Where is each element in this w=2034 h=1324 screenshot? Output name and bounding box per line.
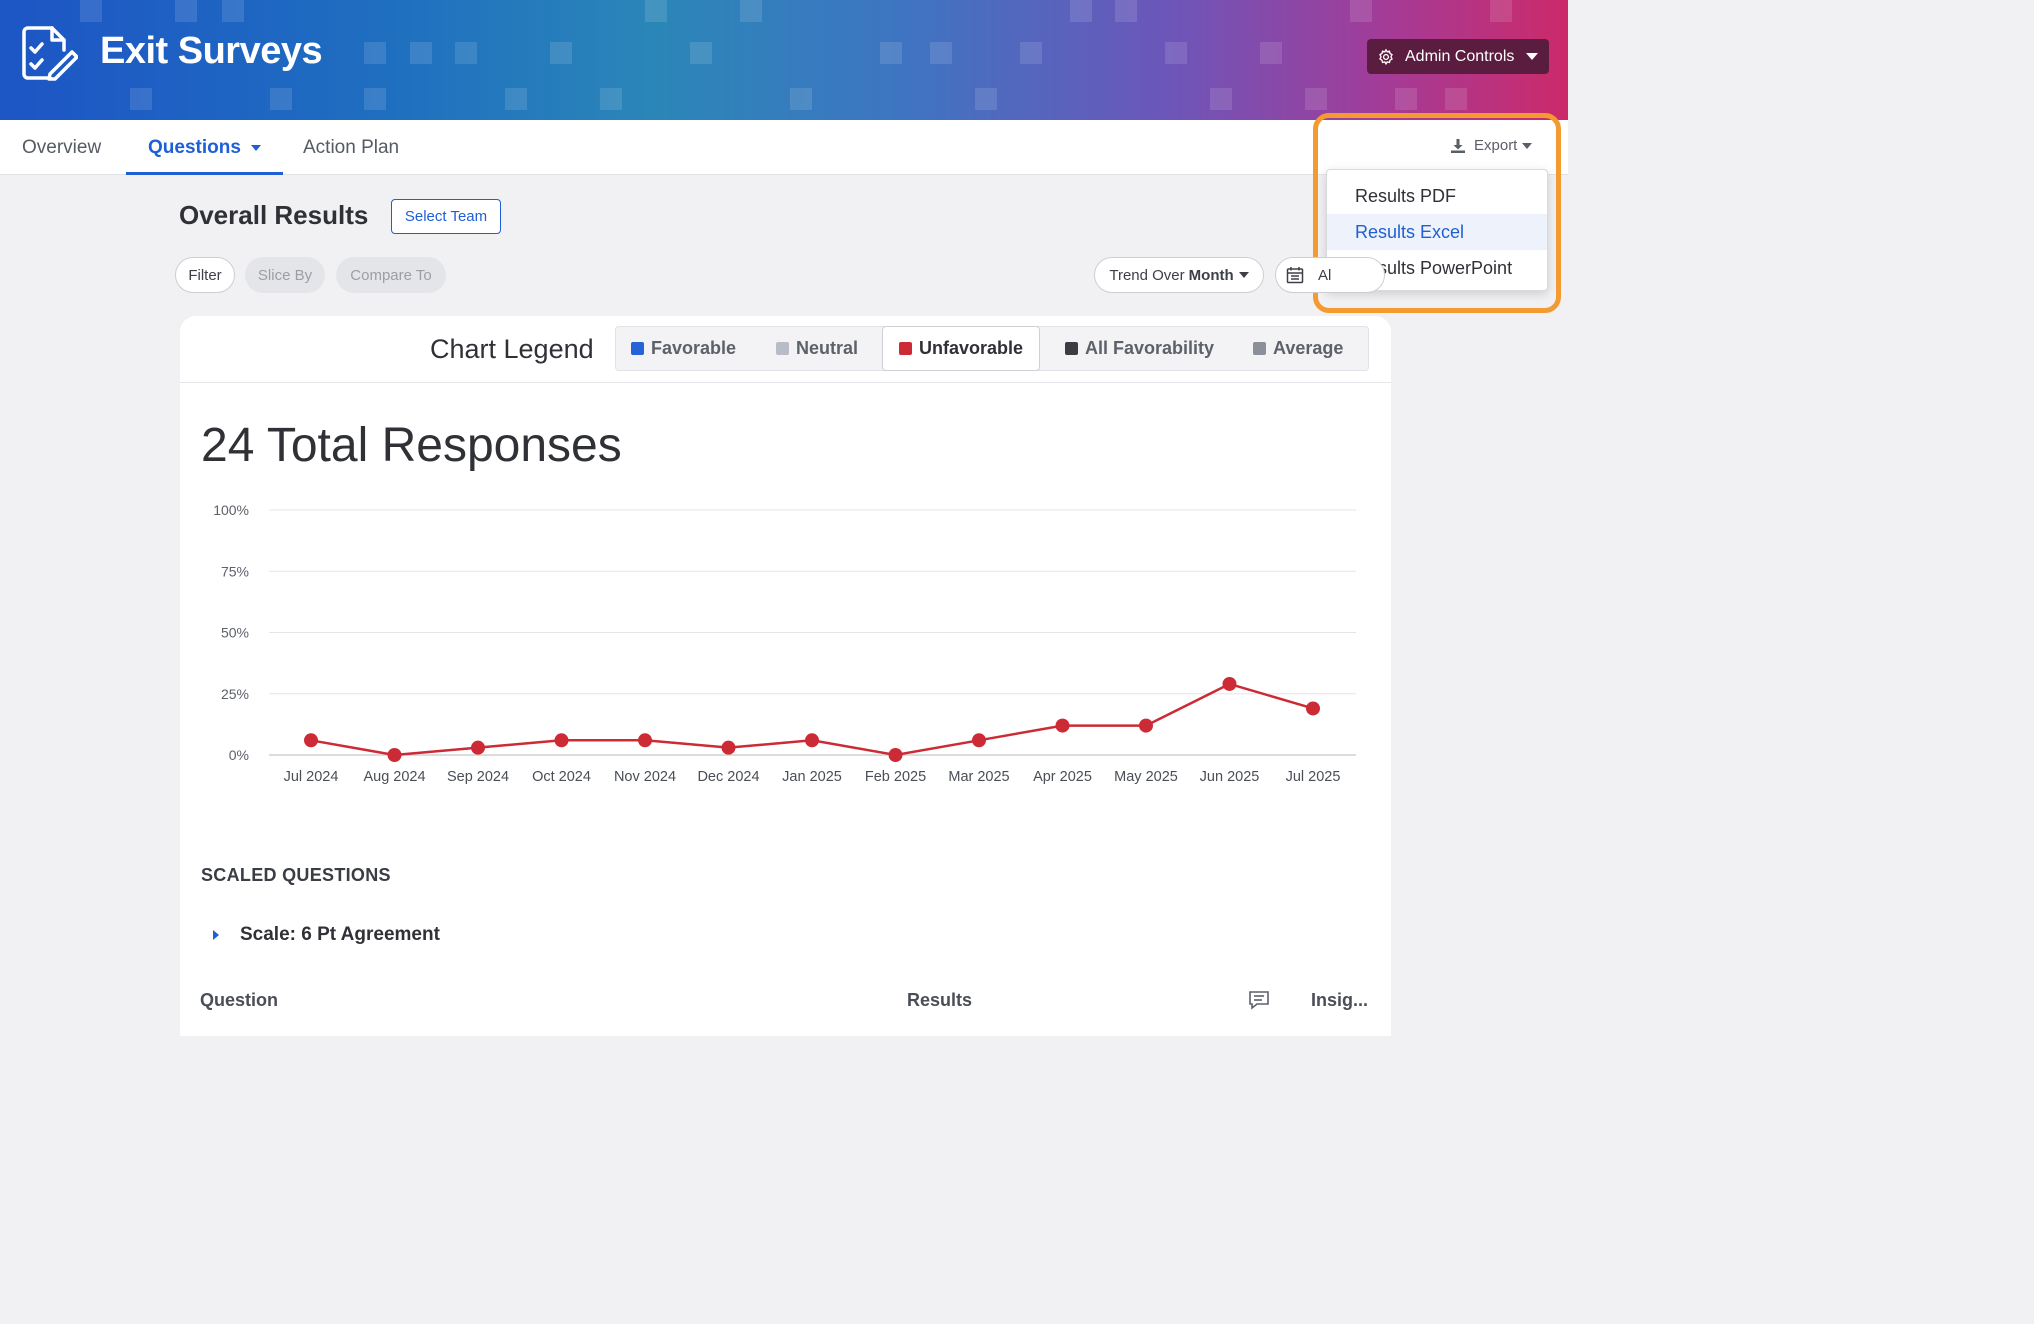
data-point <box>721 740 736 755</box>
gear-icon <box>1379 48 1393 65</box>
export-label: Export <box>1474 137 1518 154</box>
date-range-button[interactable]: Al <box>1275 257 1385 293</box>
app-title: Exit Surveys <box>100 30 323 72</box>
tab-action-plan[interactable]: Action Plan <box>303 120 399 175</box>
data-point <box>1139 718 1153 733</box>
x-tick-label: Oct 2024 <box>532 769 591 785</box>
x-tick-label: May 2025 <box>1114 769 1178 785</box>
data-point <box>972 733 986 748</box>
y-tick-label: 25% <box>221 686 249 702</box>
filter-button[interactable]: Filter <box>175 257 235 293</box>
legend-label: Favorable <box>651 338 737 358</box>
x-tick-label: Apr 2025 <box>1033 769 1092 785</box>
x-tick-label: Sep 2024 <box>447 769 509 785</box>
data-point <box>554 733 569 748</box>
results-card: Chart Legend Favorable Neutral Unfavorab… <box>180 316 1391 1036</box>
app-header: Exit Surveys Admin Controls <box>0 0 1568 120</box>
compare-to-button[interactable]: Compare To <box>336 257 446 293</box>
export-dropdown-menu: Results PDF Results Excel Results PowerP… <box>1326 169 1548 291</box>
tab-overview[interactable]: Overview <box>22 120 101 175</box>
export-button[interactable]: Export <box>1450 137 1533 154</box>
legend-item-average[interactable]: Average <box>1253 327 1343 370</box>
header-pattern <box>0 0 1568 120</box>
data-point <box>805 733 819 748</box>
menu-item-results-excel[interactable]: Results Excel <box>1327 214 1547 250</box>
legend-label: All Favorability <box>1085 338 1215 358</box>
x-tick-label: Nov 2024 <box>614 769 676 785</box>
nav-tabs: Overview Questions Action Plan <box>0 120 1568 175</box>
date-range-label: Al <box>1318 266 1332 284</box>
trend-prefix: Trend Over <box>1109 266 1185 284</box>
legend-swatch <box>899 342 912 355</box>
y-tick-label: 75% <box>221 563 249 579</box>
column-header-insights: Insig... <box>1311 990 1369 1010</box>
data-point <box>304 733 318 748</box>
chart-legend: Favorable Neutral Unfavorable All Favora… <box>615 326 1369 371</box>
data-point <box>1055 718 1070 733</box>
scale-group-toggle[interactable]: Scale: 6 Pt Agreement <box>213 924 440 946</box>
menu-item-results-pdf[interactable]: Results PDF <box>1355 185 1457 206</box>
section-heading: SCALED QUESTIONS <box>201 865 391 885</box>
comment-icon[interactable] <box>1248 990 1270 1010</box>
data-point <box>471 740 485 755</box>
x-tick-label: Jun 2025 <box>1200 769 1260 785</box>
legend-swatch <box>1065 342 1078 355</box>
y-tick-label: 50% <box>221 625 249 641</box>
chart-legend-row: Chart Legend Favorable Neutral Unfavorab… <box>180 316 1391 383</box>
data-point <box>1306 701 1320 716</box>
legend-title: Chart Legend <box>430 334 594 364</box>
legend-label: Neutral <box>796 338 859 358</box>
survey-checklist-icon <box>22 26 78 81</box>
data-point <box>1222 676 1237 691</box>
y-tick-label: 100% <box>213 502 249 518</box>
data-point <box>888 748 903 762</box>
chevron-down-icon <box>1238 272 1249 278</box>
data-point <box>638 733 652 748</box>
legend-swatch <box>776 342 789 355</box>
trend-value: Month <box>1188 266 1234 284</box>
tab-label: Questions <box>148 136 241 158</box>
legend-item-neutral[interactable]: Neutral <box>776 327 858 370</box>
admin-controls-label: Admin Controls <box>1405 47 1515 65</box>
legend-label: Average <box>1273 338 1344 358</box>
legend-swatch <box>1253 342 1266 355</box>
x-tick-label: Feb 2025 <box>865 769 926 785</box>
scale-label: Scale: 6 Pt Agreement <box>240 924 440 945</box>
chevron-down-icon <box>1522 142 1533 149</box>
chevron-down-icon <box>250 144 261 151</box>
legend-item-all-favorability[interactable]: All Favorability <box>1065 327 1214 370</box>
admin-controls-button[interactable]: Admin Controls <box>1367 39 1549 74</box>
slice-by-button[interactable]: Slice By <box>245 257 325 293</box>
menu-item-results-powerpoint[interactable]: Results PowerPoint <box>1355 257 1513 278</box>
x-tick-label: Jul 2024 <box>284 769 339 785</box>
total-responses: 24 Total Responses <box>201 419 622 472</box>
legend-item-unfavorable[interactable]: Unfavorable <box>882 326 1041 371</box>
x-tick-label: Dec 2024 <box>697 769 759 785</box>
download-icon <box>1451 138 1465 153</box>
x-tick-label: Jul 2025 <box>1286 769 1341 785</box>
legend-item-favorable[interactable]: Favorable <box>631 327 736 370</box>
chevron-down-icon <box>1526 53 1539 60</box>
tab-label: Overview <box>22 136 102 158</box>
page-title: Overall Results <box>179 200 369 230</box>
trend-line-chart: 100% 75% 50% 25% 0% Jul 2024 Aug 2024 Sep 2024 O… <box>213 502 1356 785</box>
y-tick-label: 0% <box>229 747 249 763</box>
tab-label: Action Plan <box>303 136 400 158</box>
trend-over-dropdown[interactable]: Trend Over Month <box>1094 257 1264 293</box>
calendar-icon <box>1286 267 1304 284</box>
column-header-question: Question <box>200 990 279 1010</box>
legend-swatch <box>631 342 644 355</box>
data-point <box>387 748 402 762</box>
column-header-results: Results <box>907 990 973 1010</box>
legend-label: Unfavorable <box>919 338 1024 358</box>
tab-questions[interactable]: Questions <box>126 120 283 175</box>
x-tick-label: Mar 2025 <box>948 769 1009 785</box>
x-tick-label: Aug 2024 <box>363 769 425 785</box>
select-team-button[interactable]: Select Team <box>391 199 501 234</box>
caret-right-icon <box>213 930 219 940</box>
x-tick-label: Jan 2025 <box>782 769 842 785</box>
